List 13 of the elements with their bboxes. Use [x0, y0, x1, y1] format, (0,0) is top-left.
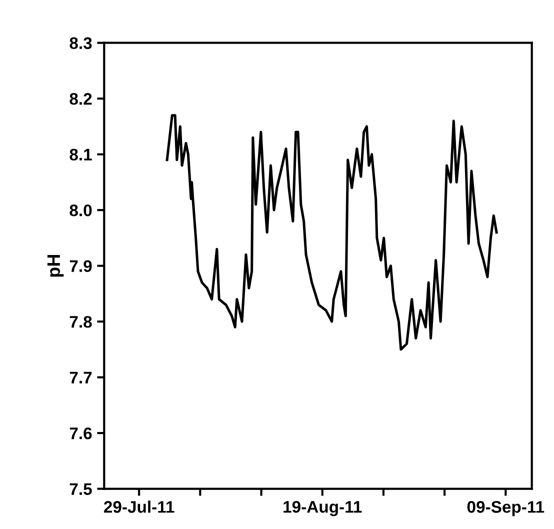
y-tick-label: 7.9 [70, 260, 92, 272]
y-tick-label: 8.0 [70, 204, 92, 216]
x-tick-label: 09-Sep-11 [467, 501, 544, 516]
y-axis-title: pH [47, 255, 64, 277]
y-tick-label: 8.1 [70, 148, 92, 161]
y-tick-label: 8.3 [70, 37, 92, 50]
y-tick-label: 7.6 [70, 427, 92, 440]
y-tick-label: 7.8 [70, 316, 92, 328]
y-tick-label: 7.5 [70, 483, 92, 495]
y-tick-label: 7.7 [70, 372, 92, 384]
x-tick-label: 19-Aug-11 [284, 500, 362, 516]
y-tick-label: 8.2 [70, 92, 92, 105]
x-tick-label: 29-Jul-11 [104, 500, 174, 513]
